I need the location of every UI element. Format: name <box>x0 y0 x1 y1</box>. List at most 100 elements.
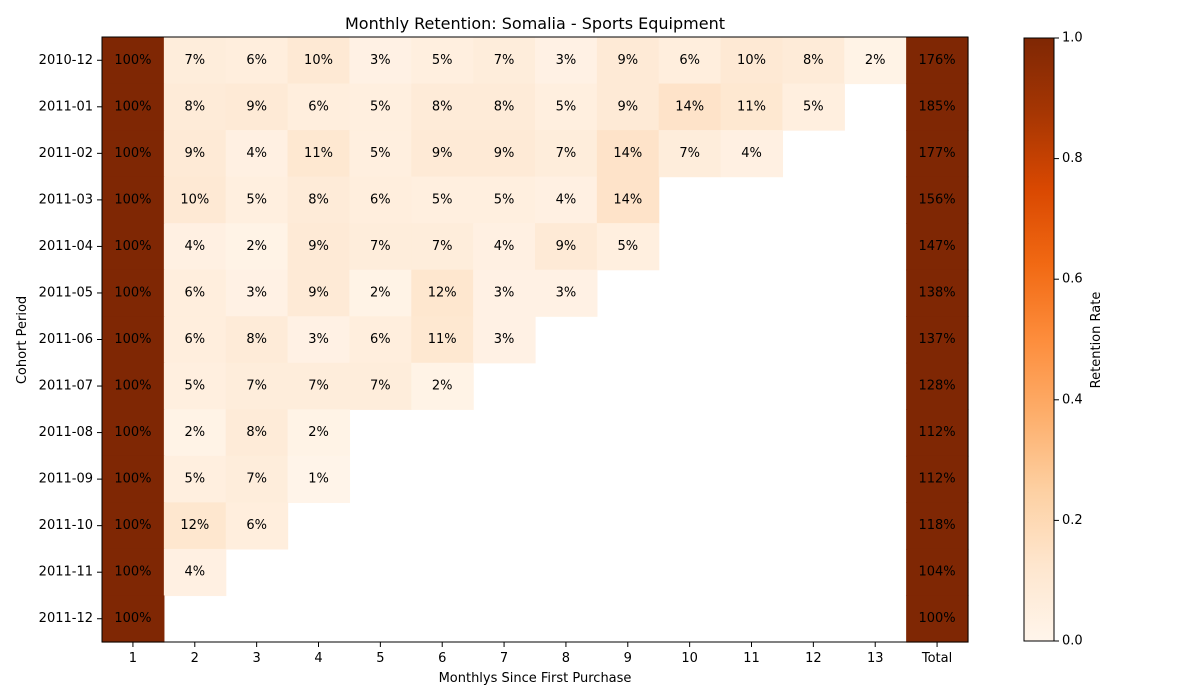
heatmap-cell <box>658 83 722 131</box>
heatmap-cell <box>720 83 784 131</box>
heatmap-cell <box>473 83 536 131</box>
heatmap-cell <box>411 223 474 271</box>
heatmap-cell <box>287 130 351 178</box>
cell-value-label: 6% <box>246 518 267 533</box>
cell-value-label: 10% <box>304 53 333 68</box>
heatmap-cell <box>102 269 165 317</box>
heatmap-cell <box>596 83 660 131</box>
x-axis-ticks: 1 2 3 4 5 6 7 8 9 10 11 12 13 Total <box>129 642 952 666</box>
total-cell <box>906 316 969 364</box>
x-tick-label: 8 <box>562 651 570 666</box>
heatmap-cell <box>287 316 351 364</box>
heatmap-cell <box>163 130 227 178</box>
cell-value-label: 100% <box>114 611 151 626</box>
x-tick-label: 1 <box>129 651 137 666</box>
heatmap-cell <box>411 316 474 364</box>
heatmap-cell <box>102 37 165 85</box>
colorbar-tick-label: 0.6 <box>1062 272 1083 287</box>
y-tick-label: 2011-05 <box>39 285 93 300</box>
cell-value-label: 6% <box>370 332 391 347</box>
heatmap-cell <box>102 130 165 178</box>
y-tick-label: 2011-06 <box>39 332 93 347</box>
heatmap-cell <box>102 316 165 364</box>
cell-value-label: 7% <box>679 146 700 161</box>
x-tick-label: 10 <box>681 651 698 666</box>
cell-value-label: 3% <box>556 53 577 68</box>
x-tick-label: Total <box>921 651 952 666</box>
cell-value-label: 4% <box>494 239 515 254</box>
cell-value-label: 5% <box>617 239 638 254</box>
cell-value-label: 100% <box>114 565 151 580</box>
y-tick-label: 2011-08 <box>39 425 93 440</box>
total-cell <box>906 455 969 503</box>
heatmap-cell <box>596 176 660 224</box>
cell-value-label: 3% <box>494 332 515 347</box>
cell-value-label: 5% <box>803 99 824 114</box>
x-tick-label: 12 <box>805 651 822 666</box>
heatmap-cell <box>473 223 536 271</box>
heatmap-cell <box>411 83 474 131</box>
cell-value-label: 8% <box>494 99 515 114</box>
heatmap-cell <box>163 409 227 457</box>
heatmap-cell <box>535 83 598 131</box>
total-cell <box>906 502 969 550</box>
total-cell <box>906 409 969 457</box>
heatmap-cell <box>473 316 536 364</box>
heatmap-cell <box>535 37 598 85</box>
cell-value-label: 100% <box>114 53 151 68</box>
cell-value-label: 9% <box>617 99 638 114</box>
cell-value-label: 7% <box>308 379 329 394</box>
x-tick-label: 5 <box>376 651 384 666</box>
heatmap-cell <box>102 362 165 410</box>
y-tick-label: 2011-02 <box>39 146 93 161</box>
heatmap-cell <box>844 37 907 85</box>
total-cell <box>906 269 969 317</box>
cell-value-label: 3% <box>556 285 577 300</box>
colorbar-ticks: 0.0 0.2 0.4 0.6 0.8 1.0 <box>1054 31 1083 649</box>
y-tick-label: 2011-12 <box>39 611 93 626</box>
cell-value-label: 14% <box>613 146 642 161</box>
heatmap-cell <box>349 37 412 85</box>
colorbar-tick-label: 0.8 <box>1062 151 1083 166</box>
colorbar-label: Retention Rate <box>1089 292 1104 389</box>
cell-value-label: 8% <box>246 332 267 347</box>
total-value-label: 156% <box>918 192 955 207</box>
heatmap-cell <box>225 37 289 85</box>
colorbar-tick-label: 0.4 <box>1062 392 1083 407</box>
chart-title: Monthly Retention: Somalia - Sports Equi… <box>345 14 725 33</box>
heatmap-cell <box>411 269 474 317</box>
y-tick-label: 2011-11 <box>39 565 93 580</box>
x-tick-label: 3 <box>253 651 261 666</box>
cell-value-label: 5% <box>494 192 515 207</box>
heatmap-cell <box>225 269 289 317</box>
cell-value-label: 100% <box>114 146 151 161</box>
x-tick-label: 6 <box>438 651 446 666</box>
heatmap-cell <box>225 83 289 131</box>
heatmap-cell <box>163 176 227 224</box>
cell-value-label: 7% <box>246 472 267 487</box>
heatmap-cell <box>287 176 351 224</box>
heatmap-cell <box>225 502 289 550</box>
cell-value-label: 100% <box>114 425 151 440</box>
heatmap-cell <box>473 37 536 85</box>
heatmap-cell <box>349 269 412 317</box>
cell-value-label: 4% <box>741 146 762 161</box>
heatmap-cell <box>163 316 227 364</box>
cell-value-label: 14% <box>675 99 704 114</box>
cell-value-label: 7% <box>246 379 267 394</box>
total-value-label: 176% <box>918 53 955 68</box>
cell-value-label: 100% <box>114 239 151 254</box>
cell-value-label: 5% <box>432 192 453 207</box>
cell-value-label: 7% <box>184 53 205 68</box>
heatmap-cell <box>349 130 412 178</box>
x-tick-label: 2 <box>191 651 199 666</box>
cell-value-label: 9% <box>494 146 515 161</box>
heatmap-cell <box>102 548 165 597</box>
total-value-label: 137% <box>918 332 955 347</box>
cell-value-label: 2% <box>184 425 205 440</box>
x-tick-label: 11 <box>743 651 760 666</box>
heatmap-cell <box>287 409 351 457</box>
colorbar <box>1023 37 1055 642</box>
colorbar-tick-label: 1.0 <box>1062 31 1083 46</box>
cell-value-label: 2% <box>865 53 886 68</box>
